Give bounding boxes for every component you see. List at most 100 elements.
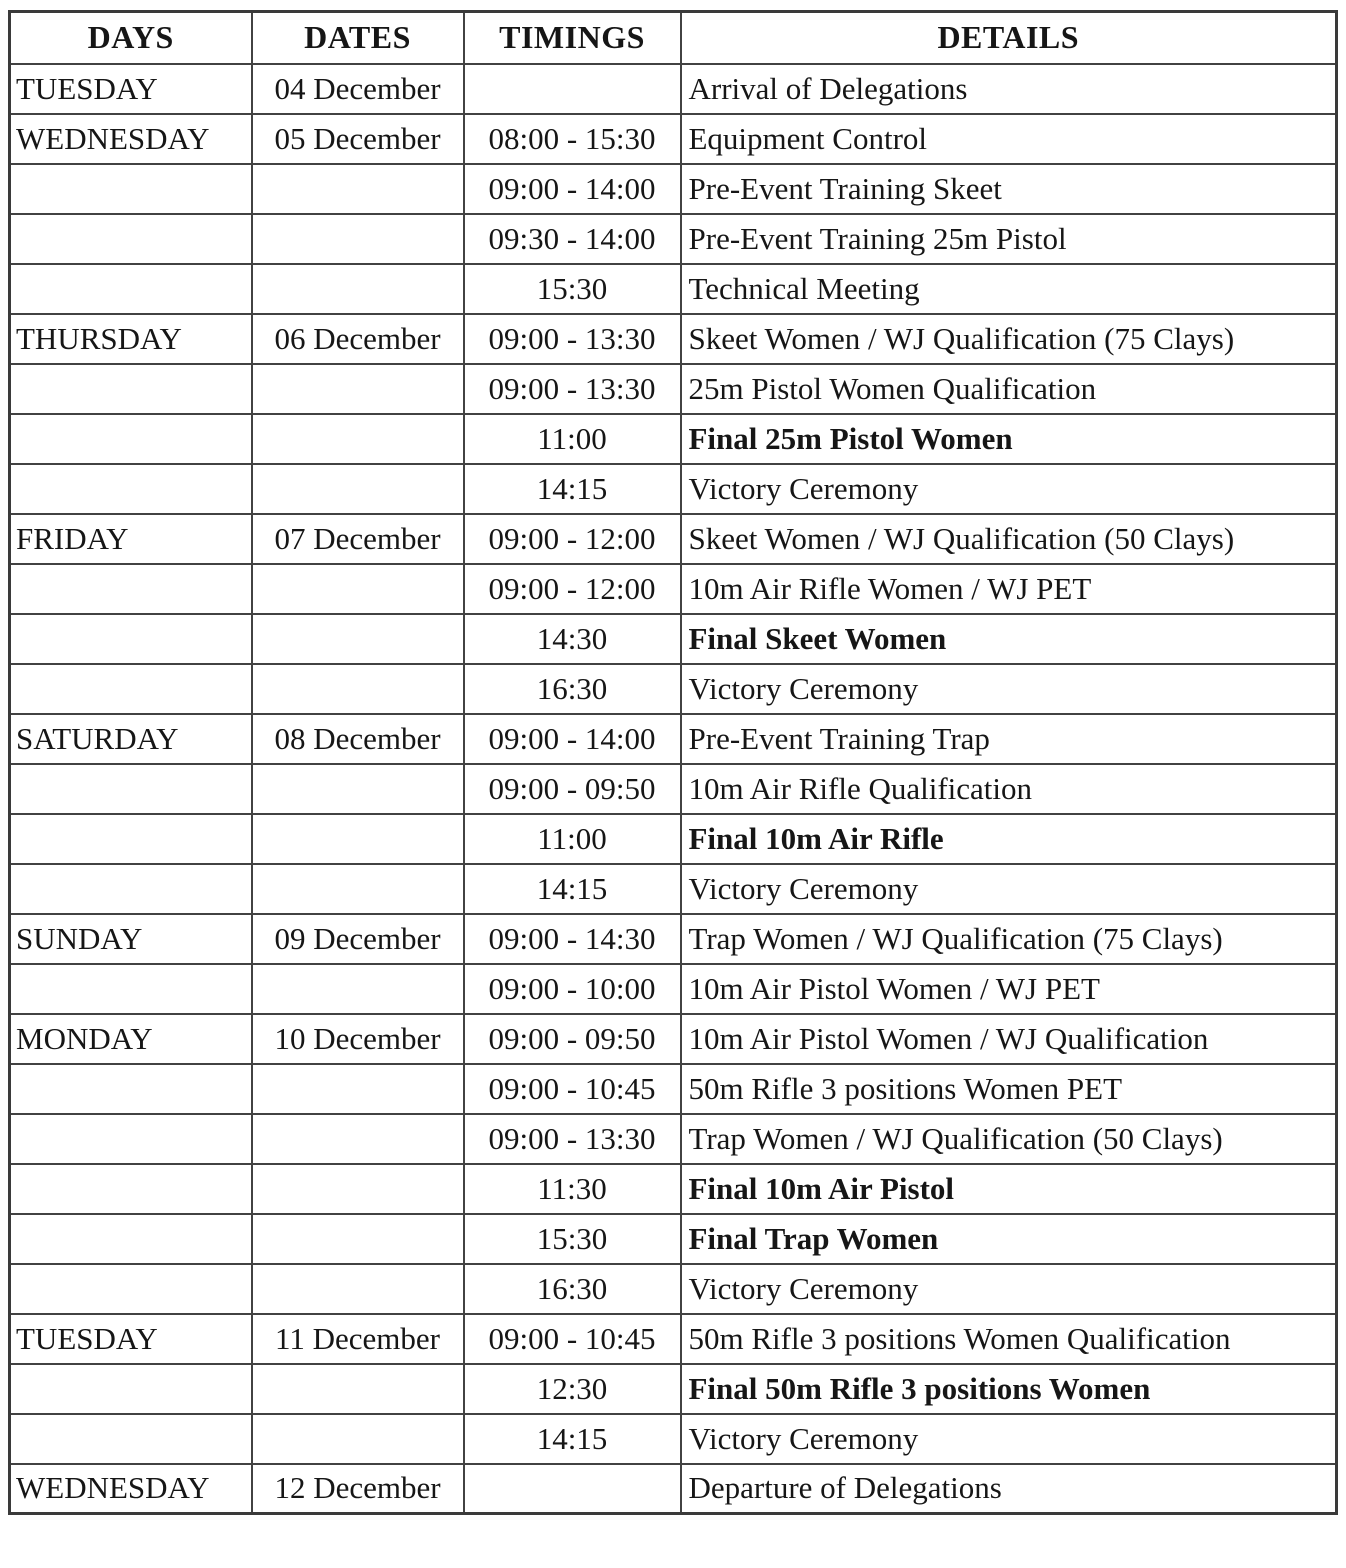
detail-cell: Pre-Event Training Skeet [679, 162, 1338, 215]
timing-cell [462, 1462, 682, 1515]
detail-cell: 10m Air Pistol Women / WJ PET [679, 962, 1338, 1015]
day-cell [8, 662, 253, 715]
date-cell: 06 December [250, 312, 465, 365]
date-cell [250, 962, 465, 1015]
table-row: 15:30 Final Trap Women [8, 1212, 1338, 1265]
table-row: 11:00 Final 25m Pistol Women [8, 412, 1338, 465]
day-cell [8, 462, 253, 515]
timing-cell: 11:30 [462, 1162, 682, 1215]
date-cell [250, 462, 465, 515]
timing-cell: 15:30 [462, 262, 682, 315]
day-cell: THURSDAY [8, 312, 253, 365]
date-cell [250, 362, 465, 415]
timing-cell: 09:30 - 14:00 [462, 212, 682, 265]
detail-cell: Final 10m Air Pistol [679, 1162, 1338, 1215]
table-row: 09:00 - 09:50 10m Air Rifle Qualification [8, 762, 1338, 815]
date-cell: 05 December [250, 112, 465, 165]
day-cell [8, 362, 253, 415]
timing-cell: 14:15 [462, 462, 682, 515]
date-cell [250, 262, 465, 315]
date-cell [250, 1112, 465, 1165]
day-cell [8, 612, 253, 665]
date-cell [250, 1062, 465, 1115]
table-header: DAYS DATES TIMINGS DETAILS [8, 10, 1338, 65]
table-row: 09:00 - 13:30 Trap Women / WJ Qualificati… [8, 1112, 1338, 1165]
table-row: 11:30 Final 10m Air Pistol [8, 1162, 1338, 1215]
document-page: DAYS DATES TIMINGS DETAILS TUESDAY 04 Dec… [8, 10, 1338, 1515]
day-cell [8, 812, 253, 865]
timing-cell: 09:00 - 13:30 [462, 362, 682, 415]
day-cell [8, 1412, 253, 1465]
detail-cell: Victory Ceremony [679, 462, 1338, 515]
day-cell: SATURDAY [8, 712, 253, 765]
table-row: TUESDAY 11 December 09:00 - 10:45 50m Rifle… [8, 1312, 1338, 1365]
day-cell [8, 1212, 253, 1265]
date-cell [250, 662, 465, 715]
date-cell [250, 862, 465, 915]
date-cell: 07 December [250, 512, 465, 565]
schedule-table: DAYS DATES TIMINGS DETAILS TUESDAY 04 Dec… [8, 10, 1338, 1515]
table-row: 09:00 - 13:30 25m Pistol Women Qualificat… [8, 362, 1338, 415]
table-row: 14:30 Final Skeet Women [8, 612, 1338, 665]
detail-cell: Technical Meeting [679, 262, 1338, 315]
detail-cell: Final Skeet Women [679, 612, 1338, 665]
day-cell: MONDAY [8, 1012, 253, 1065]
detail-cell: Victory Ceremony [679, 862, 1338, 915]
table-row: 09:00 - 12:00 10m Air Rifle Women / WJ PE… [8, 562, 1338, 615]
day-cell [8, 1162, 253, 1215]
timing-cell: 09:00 - 14:00 [462, 712, 682, 765]
day-cell: TUESDAY [8, 1312, 253, 1365]
day-cell [8, 862, 253, 915]
timing-cell: 16:30 [462, 1262, 682, 1315]
date-cell [250, 1162, 465, 1215]
detail-cell: Victory Ceremony [679, 1412, 1338, 1465]
date-cell: 04 December [250, 62, 465, 115]
table-row: 14:15 Victory Ceremony [8, 462, 1338, 515]
detail-cell: Trap Women / WJ Qualification (75 Clays) [679, 912, 1338, 965]
timing-cell: 09:00 - 13:30 [462, 1112, 682, 1165]
day-cell: TUESDAY [8, 62, 253, 115]
timing-cell: 09:00 - 09:50 [462, 762, 682, 815]
day-cell [8, 1262, 253, 1315]
date-cell: 08 December [250, 712, 465, 765]
day-cell [8, 1062, 253, 1115]
table-row: MONDAY 10 December 09:00 - 09:50 10m Air Pi… [8, 1012, 1338, 1065]
timing-cell: 15:30 [462, 1212, 682, 1265]
table-row: WEDNESDAY 12 December Departure of Delegat… [8, 1462, 1338, 1515]
date-cell: 09 December [250, 912, 465, 965]
date-cell [250, 1262, 465, 1315]
date-cell: 11 December [250, 1312, 465, 1365]
timing-cell [462, 62, 682, 115]
detail-cell: 25m Pistol Women Qualification [679, 362, 1338, 415]
timing-cell: 12:30 [462, 1362, 682, 1415]
table-row: 14:15 Victory Ceremony [8, 1412, 1338, 1465]
day-cell [8, 212, 253, 265]
date-cell [250, 1412, 465, 1465]
day-cell [8, 262, 253, 315]
timing-cell: 09:00 - 12:00 [462, 562, 682, 615]
day-cell [8, 162, 253, 215]
table-row: 09:00 - 14:00 Pre-Event Training Skeet [8, 162, 1338, 215]
day-cell [8, 562, 253, 615]
timing-cell: 14:30 [462, 612, 682, 665]
timing-cell: 11:00 [462, 412, 682, 465]
detail-cell: Pre-Event Training 25m Pistol [679, 212, 1338, 265]
date-cell: 12 December [250, 1462, 465, 1515]
date-cell [250, 212, 465, 265]
schedule-table-body: TUESDAY 04 December Arrival of Delegations… [8, 62, 1338, 1515]
table-row: 16:30 Victory Ceremony [8, 1262, 1338, 1315]
detail-cell: Final 50m Rifle 3 positions Women [679, 1362, 1338, 1415]
timing-cell: 14:15 [462, 1412, 682, 1465]
table-row: FRIDAY 07 December 09:00 - 12:00 Skeet Wome… [8, 512, 1338, 565]
timing-cell: 09:00 - 10:45 [462, 1062, 682, 1115]
timing-cell: 09:00 - 13:30 [462, 312, 682, 365]
header-details: DETAILS [679, 10, 1338, 65]
detail-cell: Pre-Event Training Trap [679, 712, 1338, 765]
table-row: WEDNESDAY 05 December 08:00 - 15:30 Equipme… [8, 112, 1338, 165]
timing-cell: 08:00 - 15:30 [462, 112, 682, 165]
table-row: 14:15 Victory Ceremony [8, 862, 1338, 915]
detail-cell: Departure of Delegations [679, 1462, 1338, 1515]
detail-cell: 50m Rifle 3 positions Women PET [679, 1062, 1338, 1115]
detail-cell: 50m Rifle 3 positions Women Qualificatio… [679, 1312, 1338, 1365]
table-row: 09:30 - 14:00 Pre-Event Training 25m Pist… [8, 212, 1338, 265]
